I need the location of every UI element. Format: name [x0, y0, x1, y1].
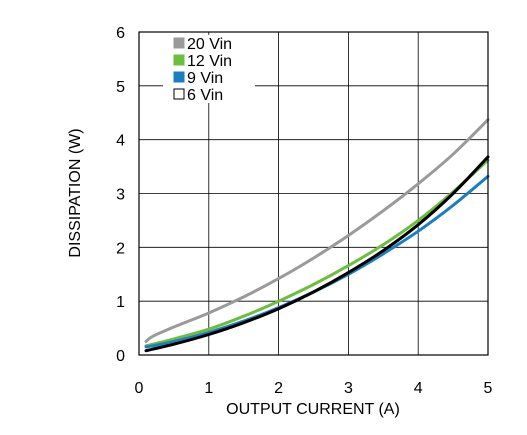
series-line-9-vin — [144, 174, 490, 349]
series-line-12-vin — [144, 158, 490, 348]
x-tick-label: 2 — [274, 380, 283, 397]
plot-frame — [138, 31, 489, 356]
x-tick-label: 3 — [344, 380, 353, 397]
series-line-20-vin — [144, 118, 490, 343]
legend-label-9-vin: 9 Vin — [187, 70, 223, 87]
legend-marker-20-vin — [173, 37, 185, 49]
x-tick-label: 4 — [414, 380, 423, 397]
series-line-6-vin — [144, 155, 490, 353]
y-tick-label: 2 — [116, 240, 125, 257]
y-tick-label: 1 — [116, 294, 125, 311]
y-tick-label: 6 — [116, 25, 125, 42]
y-tick-label: 4 — [116, 133, 125, 150]
legend-label-12-vin: 12 Vin — [187, 53, 232, 70]
legend-label-20-vin: 20 Vin — [187, 36, 232, 53]
y-tick-label: 0 — [116, 348, 125, 365]
x-tick-labels: 0 1 2 3 4 5 — [135, 380, 493, 397]
legend-marker-6-vin — [173, 88, 185, 100]
x-tick-label: 5 — [484, 380, 493, 397]
x-axis-label: OUTPUT CURRENT (A) — [226, 401, 400, 418]
y-tick-labels: 0 1 2 3 4 5 6 — [116, 25, 125, 365]
plot-border — [138, 31, 489, 356]
legend-marker-9-vin — [173, 71, 185, 83]
y-tick-label: 5 — [116, 79, 125, 96]
legend-label-6-vin: 6 Vin — [187, 87, 223, 104]
y-tick-label: 3 — [116, 187, 125, 204]
legend-marker-12-vin — [173, 54, 185, 66]
series-lines — [144, 118, 490, 353]
y-axis-label: DISSIPATION (W) — [67, 128, 84, 257]
x-tick-label: 0 — [135, 380, 144, 397]
x-tick-label: 1 — [204, 380, 213, 397]
